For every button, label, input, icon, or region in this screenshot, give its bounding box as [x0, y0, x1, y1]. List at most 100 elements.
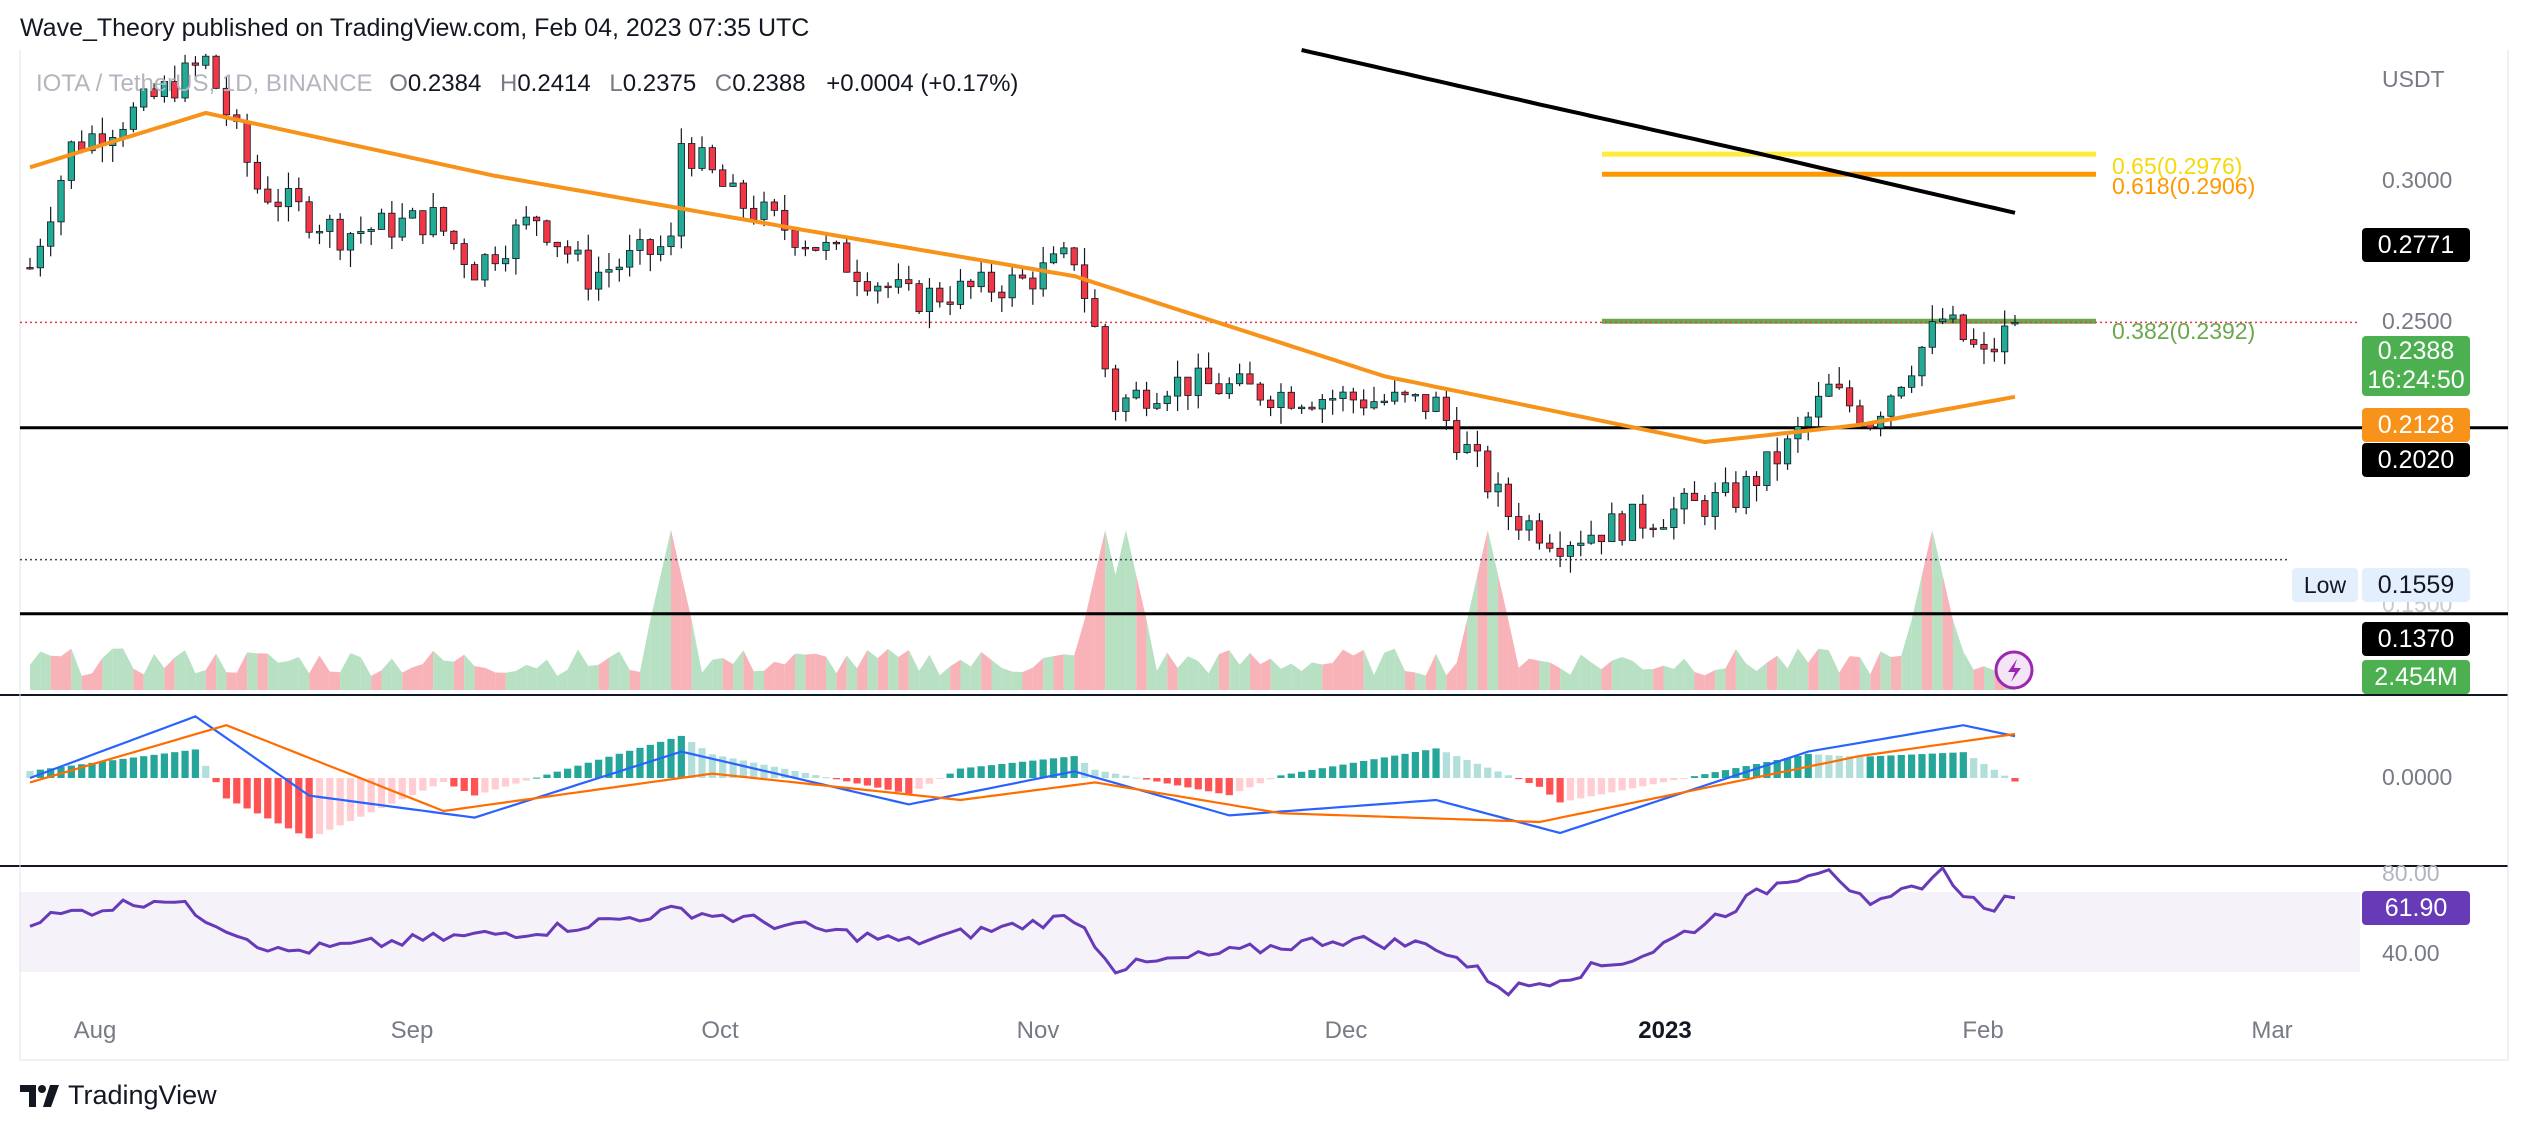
- volume-area-segment: [1053, 654, 1064, 690]
- volume-area-segment: [826, 656, 837, 690]
- macd-histogram-bar: [998, 764, 1006, 778]
- volume-area-segment: [670, 530, 682, 690]
- macd-histogram-bar: [781, 768, 789, 778]
- macd-histogram-bar: [1442, 752, 1450, 778]
- macd-histogram-bar: [946, 773, 954, 778]
- symbol-name[interactable]: IOTA / TetherUS, 1D, BINANCE: [36, 70, 373, 97]
- candle-body: [1804, 416, 1812, 427]
- macd-histogram-bar: [429, 778, 437, 787]
- candle-body: [512, 224, 520, 260]
- rsi-value-tag: 61.90: [2362, 891, 2470, 925]
- macd-histogram-bar: [336, 778, 344, 826]
- volume-area-segment: [92, 658, 103, 690]
- volume-area-segment: [257, 653, 268, 690]
- macd-histogram-bar: [915, 778, 923, 789]
- volume-area-segment: [1446, 662, 1457, 690]
- candle-body: [1618, 513, 1626, 541]
- candle-body: [1732, 482, 1740, 508]
- volume-area-segment: [526, 664, 537, 690]
- candle-body: [1091, 298, 1099, 327]
- volume-area-segment: [1198, 660, 1209, 690]
- tradingview-logo[interactable]: TradingView: [20, 1080, 217, 1111]
- macd-histogram-bar: [1494, 771, 1502, 778]
- candle-body: [150, 88, 158, 98]
- macd-histogram-bar: [1990, 769, 1998, 778]
- volume-area-segment: [298, 657, 310, 690]
- volume-area-segment: [1363, 649, 1375, 690]
- macd-histogram-bar: [1184, 778, 1192, 788]
- volume-area-segment: [1115, 530, 1126, 690]
- ohlc-high-value: 0.2414: [517, 70, 591, 97]
- volume-area-segment: [1746, 663, 1757, 690]
- volume-area-segment: [598, 657, 609, 690]
- volume-area-segment: [1467, 575, 1478, 690]
- candle-body: [667, 235, 675, 248]
- volume-area-segment: [1477, 530, 1488, 690]
- candle-body: [739, 182, 747, 209]
- macd-histogram-bar: [801, 773, 810, 778]
- volume-area-segment: [1963, 651, 1974, 690]
- volume-area-segment: [608, 651, 620, 690]
- volume-area-segment: [329, 671, 341, 690]
- macd-histogram-bar: [822, 777, 830, 779]
- macd-histogram-bar: [181, 750, 189, 778]
- macd-histogram-bar: [905, 778, 913, 794]
- macd-histogram-bar: [160, 753, 169, 778]
- macd-histogram-bar: [1732, 768, 1740, 778]
- candle-body: [2011, 322, 2019, 325]
- volume-area-segment: [753, 670, 765, 690]
- macd-histogram-bar: [398, 778, 406, 800]
- macd-histogram-bar: [1752, 764, 1761, 778]
- macd-histogram-bar: [1463, 759, 1471, 778]
- volume-area-segment: [1684, 658, 1695, 690]
- volume-area-segment: [143, 653, 155, 690]
- macd-histogram-bar: [1525, 778, 1533, 783]
- candle-body: [1432, 396, 1440, 412]
- candle-body: [1329, 398, 1337, 401]
- volume-area-segment: [1859, 657, 1871, 690]
- volume-area-segment: [795, 653, 806, 690]
- volume-area-segment: [898, 649, 909, 690]
- candle-body: [1908, 375, 1916, 388]
- macd-histogram-bar: [98, 761, 106, 778]
- macd-histogram-bar: [357, 778, 365, 817]
- volume-area-segment: [1591, 662, 1602, 690]
- macd-histogram-bar: [501, 778, 510, 787]
- macd-histogram-bar: [1556, 778, 1564, 803]
- volume-area-segment: [1074, 620, 1085, 690]
- candle-body: [646, 239, 654, 255]
- volume-area-segment: [1694, 672, 1705, 690]
- macd-histogram-bar: [522, 778, 530, 781]
- macd-histogram-bar: [171, 752, 179, 778]
- macd-histogram-bar: [1060, 757, 1068, 778]
- candle-body: [1535, 520, 1544, 544]
- candle-body: [657, 246, 665, 255]
- volume-area-segment: [1436, 653, 1447, 690]
- macd-histogram-bar: [1597, 778, 1606, 795]
- macd-histogram-bar: [1608, 778, 1616, 793]
- volume-area-segment: [1632, 660, 1643, 690]
- candle-body: [1628, 503, 1637, 541]
- candle-body: [1525, 520, 1533, 531]
- macd-histogram-bar: [212, 778, 220, 783]
- candle-body: [346, 233, 355, 251]
- candle-body: [1318, 399, 1326, 410]
- volume-area-segment: [1560, 668, 1571, 690]
- candle-body: [253, 161, 262, 190]
- candle-body: [1008, 274, 1016, 299]
- candle-body: [1111, 368, 1120, 412]
- candle-body: [1339, 391, 1347, 399]
- candle-body: [522, 216, 530, 226]
- macd-histogram-bar: [243, 778, 251, 809]
- volume-area-segment: [1828, 650, 1840, 690]
- candle-body: [1411, 394, 1419, 397]
- volume-area-segment: [360, 657, 372, 690]
- macd-histogram-bar: [1856, 756, 1864, 778]
- candle-body: [563, 246, 572, 255]
- volume-area-segment: [1601, 660, 1612, 690]
- candle-body: [1246, 373, 1254, 385]
- volume-area-segment: [1012, 671, 1023, 690]
- macd-histogram-bar: [1535, 778, 1544, 787]
- candle-body: [543, 220, 551, 243]
